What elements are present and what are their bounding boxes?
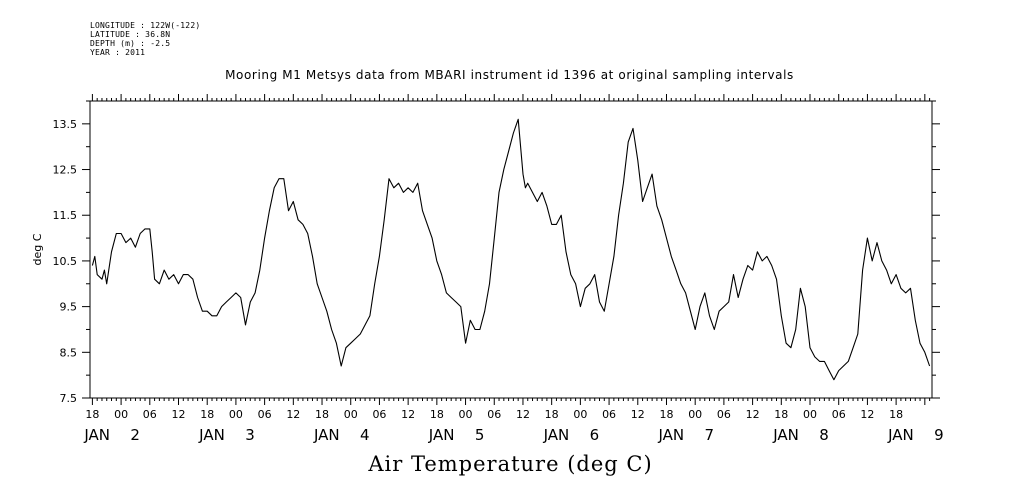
- x-tick-label: 12: [401, 408, 415, 421]
- year-label: YEAR : 2011: [90, 48, 146, 57]
- x-tick-label: 18: [200, 408, 214, 421]
- x-tick-label: 06: [832, 408, 846, 421]
- x-tick-label: 18: [659, 408, 673, 421]
- series-line-0: [91, 118, 931, 381]
- x-tick-label: 12: [860, 408, 874, 421]
- date-month-label: JAN: [198, 426, 225, 444]
- date-month-label: JAN: [428, 426, 455, 444]
- x-tick-label: 12: [172, 408, 186, 421]
- x-tick-label: 18: [545, 408, 559, 421]
- y-axis-label: deg C: [31, 233, 44, 265]
- depth-label: DEPTH (m) : -2.5: [90, 39, 171, 48]
- x-tick-label: 18: [85, 408, 99, 421]
- x-tick-label: 12: [286, 408, 300, 421]
- date-month-label: JAN: [83, 426, 110, 444]
- date-day-label: 2: [130, 426, 140, 444]
- y-tick-label: 13.5: [53, 118, 78, 131]
- x-tick-label: 06: [602, 408, 616, 421]
- x-tick-label: 12: [631, 408, 645, 421]
- x-tick-label: 00: [229, 408, 243, 421]
- plot-frame: [89, 100, 933, 399]
- y-tick-label: 12.5: [53, 164, 78, 177]
- x-tick-label: 12: [746, 408, 760, 421]
- latitude-label: LATITUDE : 36.8N: [90, 30, 171, 39]
- chart-title: Mooring M1 Metsys data from MBARI instru…: [225, 68, 794, 82]
- x-tick-label: 18: [774, 408, 788, 421]
- date-month-label: JAN: [543, 426, 570, 444]
- x-tick-label: 18: [315, 408, 329, 421]
- x-tick-label: 00: [344, 408, 358, 421]
- date-day-label: 9: [934, 426, 944, 444]
- y-tick-label: 7.5: [60, 392, 78, 405]
- x-tick-label: 06: [717, 408, 731, 421]
- date-day-label: 5: [475, 426, 485, 444]
- x-tick-label: 00: [688, 408, 702, 421]
- x-tick-label: 00: [114, 408, 128, 421]
- x-tick-label: 00: [459, 408, 473, 421]
- longitude-label: LONGITUDE : 122W(-122): [90, 21, 201, 30]
- date-month-label: JAN: [657, 426, 684, 444]
- date-day-label: 4: [360, 426, 370, 444]
- date-day-label: 6: [590, 426, 600, 444]
- date-day-label: 8: [819, 426, 829, 444]
- x-axis-title: Air Temperature (deg C): [368, 452, 653, 476]
- x-tick-label: 18: [430, 408, 444, 421]
- x-tick-label: 06: [487, 408, 501, 421]
- y-tick-label: 8.5: [60, 346, 78, 359]
- x-tick-label: 00: [803, 408, 817, 421]
- date-month-label: JAN: [772, 426, 799, 444]
- x-tick-label: 06: [258, 408, 272, 421]
- date-month-label: JAN: [313, 426, 340, 444]
- x-tick-label: 06: [143, 408, 157, 421]
- x-tick-label: 18: [889, 408, 903, 421]
- date-month-label: JAN: [887, 426, 914, 444]
- y-tick-label: 9.5: [60, 301, 78, 314]
- metadata-block: LONGITUDE : 122W(-122) LATITUDE : 36.8N …: [90, 21, 200, 57]
- y-tick-label: 10.5: [53, 255, 78, 268]
- x-tick-label: 06: [372, 408, 386, 421]
- x-tick-label: 12: [516, 408, 530, 421]
- date-day-label: 3: [245, 426, 255, 444]
- x-tick-label: 00: [573, 408, 587, 421]
- y-tick-label: 11.5: [53, 209, 78, 222]
- date-day-label: 7: [704, 426, 714, 444]
